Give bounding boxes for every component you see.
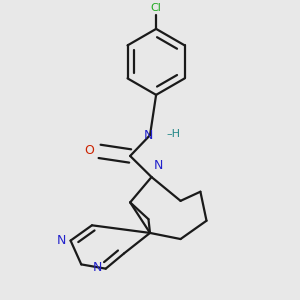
Text: –H: –H [167, 129, 181, 139]
Text: N: N [57, 234, 66, 247]
Text: N: N [144, 129, 153, 142]
Text: O: O [84, 144, 94, 157]
Text: N: N [154, 158, 163, 172]
Text: N: N [93, 261, 102, 274]
Text: Cl: Cl [151, 3, 161, 13]
